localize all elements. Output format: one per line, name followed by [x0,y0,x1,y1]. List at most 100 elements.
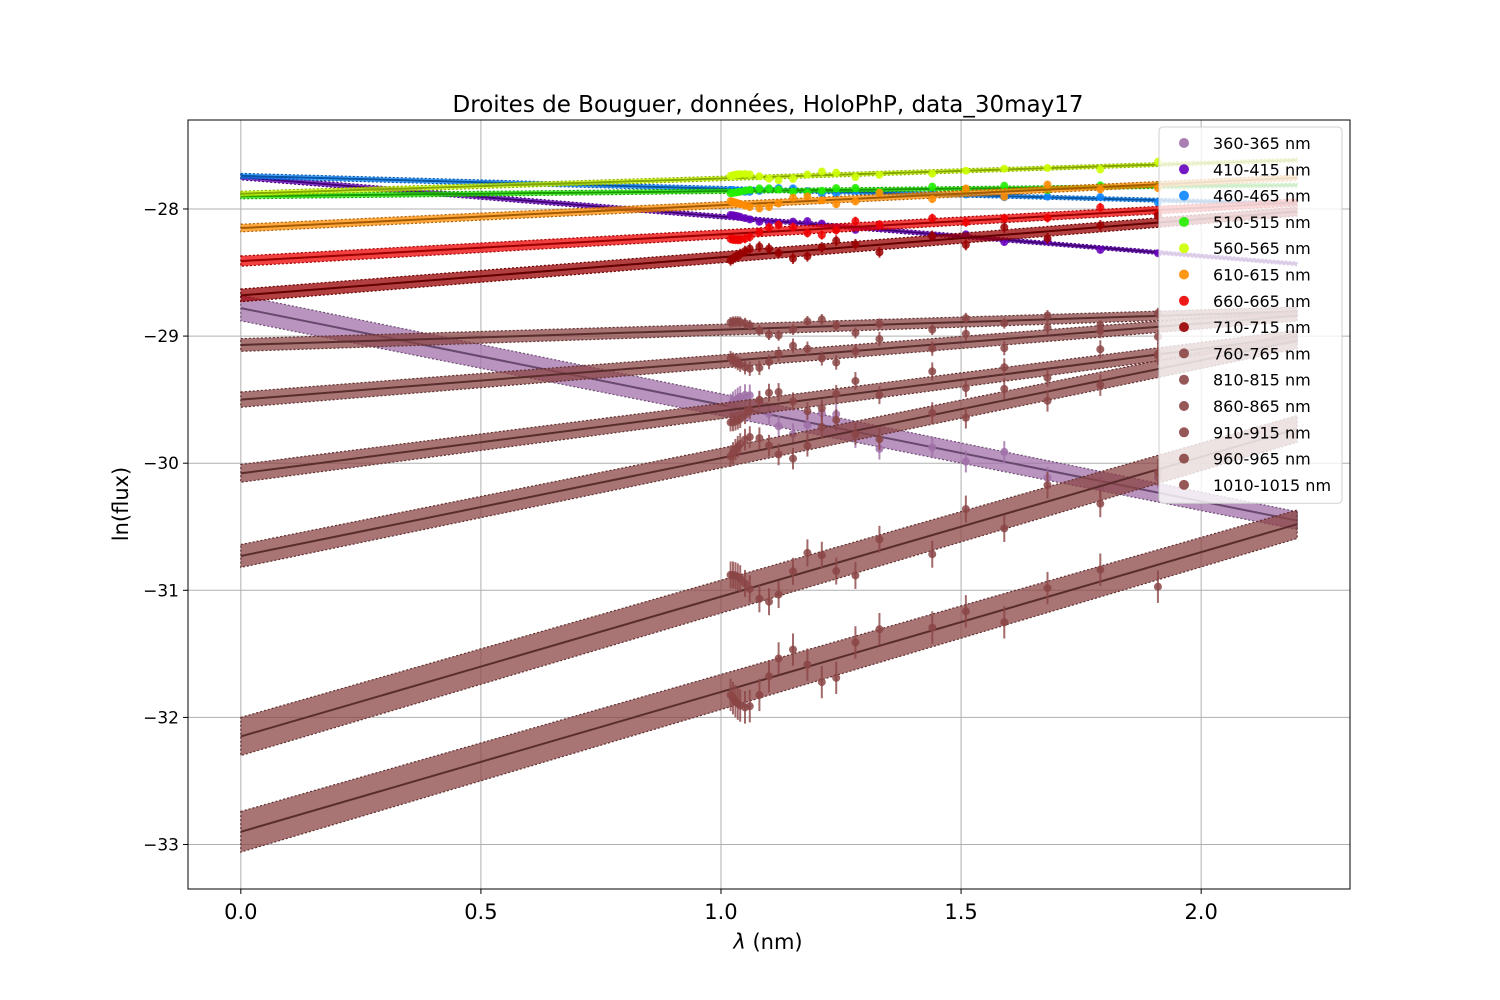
data-point [817,186,826,195]
data-point [928,344,937,353]
data-point [1000,164,1009,173]
data-point [1043,311,1052,320]
data-point [745,244,754,253]
y-tick-label: −31 [143,581,179,601]
data-point [755,172,764,181]
fit-line [240,176,1298,230]
data-point [765,223,773,232]
legend-marker [1179,269,1189,280]
data-point [803,317,812,326]
data-point [961,607,970,616]
data-point [803,192,812,201]
data-point [803,217,812,226]
data-point [817,404,826,413]
data-point [928,325,937,334]
data-point [789,325,798,334]
data-point [1043,164,1052,173]
x-tick-label: 0.5 [464,900,497,924]
x-axis-label: λ (nm) [732,930,802,954]
data-point [774,176,783,185]
data-point [1096,203,1105,212]
data-point [832,236,841,245]
data-point [789,217,798,226]
data-point [803,407,812,416]
data-point [745,364,754,373]
data-point [1096,345,1105,354]
data-point [1043,373,1052,382]
data-point [745,203,754,212]
x-axis-symbol: λ [732,930,745,954]
data-point [875,188,884,197]
data-point [803,229,812,238]
data-point [1000,192,1009,201]
data-point [765,672,773,681]
data-point [928,367,937,376]
data-point [755,204,764,213]
x-tick-label: 1.5 [944,900,977,924]
data-point [1043,396,1052,405]
data-point [928,550,937,559]
data-point [774,422,783,431]
series-1010-1015-nm [240,509,1298,853]
data-point [1043,180,1052,189]
legend-marker [1179,322,1189,333]
data-point [928,195,937,204]
data-point [928,182,937,191]
legend-entry: 1010-1015 nm [1213,476,1331,495]
data-point [765,441,773,450]
data-point [774,249,783,258]
legend-marker [1179,348,1189,359]
y-tick-label: −29 [143,327,179,347]
data-point [765,388,773,397]
data-point [1043,323,1052,332]
data-point [851,429,860,438]
data-point [875,220,884,229]
data-point [755,217,764,226]
legend-marker [1179,427,1189,438]
data-point [961,184,970,193]
data-point [803,170,812,179]
data-point [1043,192,1052,201]
data-point [755,594,764,603]
data-point [740,411,749,420]
data-point [1000,319,1009,328]
data-point [803,441,812,450]
series-810-815-nm [240,309,1298,408]
data-point [928,214,937,223]
data-point [1000,524,1009,533]
legend-entry: 360-365 nm [1213,134,1311,153]
data-point [774,220,783,229]
x-axis-unit: (nm) [746,930,803,954]
data-point [817,167,826,176]
data-point [774,590,783,599]
data-point [928,443,937,452]
legend-entry: 960-965 nm [1213,450,1311,469]
data-point [774,654,783,663]
legend-entry: 760-765 nm [1213,344,1311,363]
data-point [832,358,841,367]
data-point [745,170,754,179]
data-point [740,579,749,588]
data-point [774,349,783,358]
data-point [1096,193,1105,202]
data-point [817,678,826,687]
data-point [1096,381,1105,390]
data-point [961,218,970,227]
data-point [803,660,812,669]
data-point [789,567,798,576]
data-point [817,196,826,205]
data-point [851,328,860,337]
data-point [789,454,798,463]
data-point [1043,234,1052,243]
y-tick-label: −32 [143,708,179,728]
data-point [774,388,783,397]
data-point [765,184,773,193]
data-point [1043,213,1052,222]
legend-marker [1179,453,1189,464]
legend-entry: 710-715 nm [1213,318,1311,337]
x-tick-label: 1.0 [704,900,737,924]
legend-entry: 410-415 nm [1213,160,1311,179]
y-axis-label: ln(flux) [109,467,133,542]
data-point [745,233,754,242]
data-point [789,645,798,654]
